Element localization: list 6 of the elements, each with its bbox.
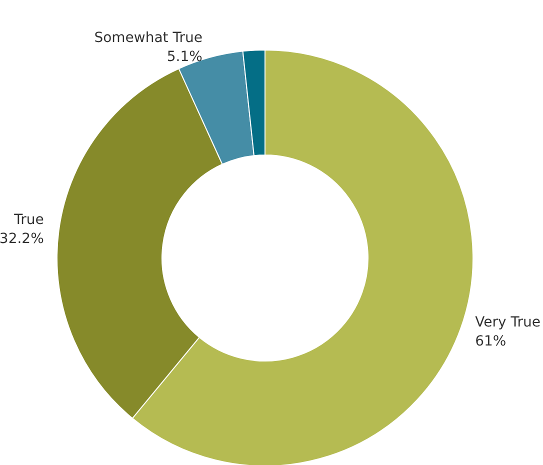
slice-label: True <box>13 212 44 228</box>
slice-label: Very True <box>475 314 540 330</box>
data-label: 32.2% <box>0 230 44 247</box>
data-label: 61% <box>475 333 506 350</box>
slice-label: Somewhat True <box>94 30 202 46</box>
data-label: 5.1% <box>166 49 202 66</box>
